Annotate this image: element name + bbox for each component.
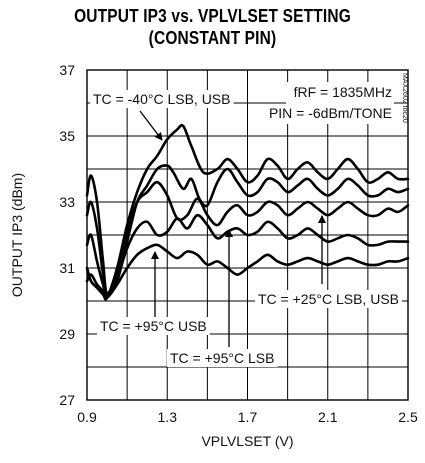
- x-tick-label: 1.7: [238, 409, 258, 425]
- annotation-backdrop: [255, 290, 402, 308]
- x-tick-label: 1.3: [158, 409, 178, 425]
- y-tick-label: 35: [59, 128, 75, 144]
- series-layer: [85, 123, 410, 301]
- conditions-backdrop: [286, 82, 394, 124]
- y-tick-label: 37: [59, 62, 75, 78]
- y-tick-label: 33: [59, 194, 75, 210]
- series-line-2: [85, 164, 410, 297]
- chart-title-line-1: OUTPUT IP3 vs. VPLVLSET SETTING: [74, 6, 351, 26]
- condition-frequency: fRF = 1835MHz: [294, 84, 392, 100]
- annotation-layer: TC = -40°C LSB, USB TC = +25°C LSB, USB TC…: [90, 82, 402, 367]
- figure-id-watermark: MAX2602 toc20: [401, 73, 408, 123]
- y-tick-label: 29: [59, 326, 75, 342]
- annotation-backdrop: [167, 349, 278, 367]
- plot-frame: [86, 69, 409, 401]
- annotation-label-2: TC = +25°C LSB, USB: [258, 291, 399, 307]
- annotation-arrow: [139, 110, 163, 141]
- annotation-label-1: TC = -40°C LSB, USB: [93, 91, 230, 107]
- annotation-label-4: TC = +95°C LSB: [170, 350, 274, 366]
- series-line-3: [85, 180, 410, 296]
- x-tick-label: 0.9: [77, 409, 97, 425]
- y-tick-label: 27: [59, 392, 75, 408]
- series-line-4: [85, 213, 410, 296]
- tick-layer: 0.9 1.3 1.7 2.1 2.5 27 29 31 33 35 37: [59, 62, 418, 425]
- x-tick-label: 2.1: [318, 409, 338, 425]
- condition-input-power: PIN = -6dBm/TONE: [269, 105, 392, 121]
- x-tick-label: 2.5: [398, 409, 418, 425]
- series-line-5: [85, 243, 410, 300]
- x-axis-title: VPLVLSET (V): [201, 433, 293, 449]
- chart-title-line-2: (CONSTANT PIN): [148, 28, 277, 48]
- y-axis-title: OUTPUT IP3 (dBm): [9, 173, 25, 297]
- annotation-label-3: TC = +95°C USB: [100, 318, 207, 334]
- series-line-1: [85, 123, 410, 301]
- annotation-backdrop: [97, 317, 210, 335]
- annotation-backdrop: [90, 90, 234, 108]
- y-tick-label: 31: [59, 260, 75, 276]
